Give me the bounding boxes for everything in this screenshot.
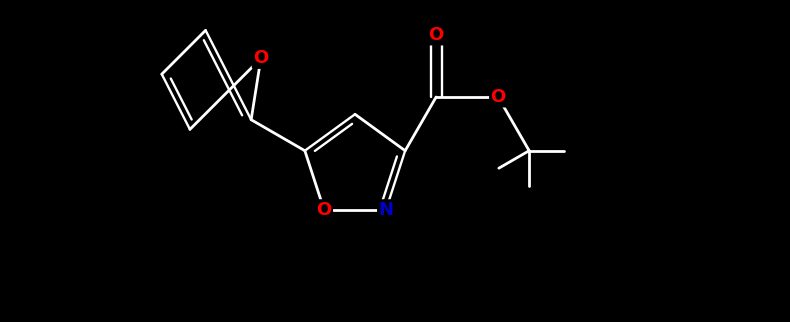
Text: O: O — [491, 88, 506, 106]
Text: O: O — [254, 50, 269, 68]
Text: N: N — [378, 201, 393, 219]
Text: O: O — [428, 26, 444, 44]
Text: O: O — [316, 201, 332, 219]
